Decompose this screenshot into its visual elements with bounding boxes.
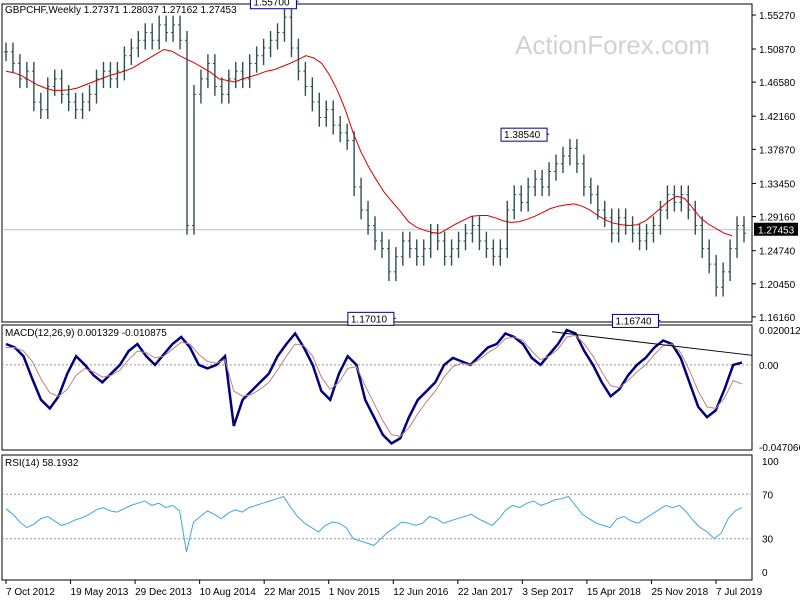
macd-line: [5, 328, 743, 445]
price-annotation-label: 1.16740: [615, 316, 652, 327]
panel-border: [1, 454, 753, 581]
price-axis-label: 1.20450: [759, 280, 796, 291]
macd-axis-label: 0.00: [759, 361, 779, 372]
macd-panel-title: MACD(12,26,9) 0.001329 -0.010875: [5, 328, 167, 339]
time-axis-label: 22 Jan 2017: [458, 587, 513, 598]
macd-layer: [2, 328, 753, 445]
rsi-line: [5, 495, 743, 553]
rsi-axis-label: 70: [762, 490, 774, 501]
moving-average-line: [5, 48, 733, 237]
price-axis-label: 1.16160: [759, 313, 796, 324]
price-axis-label: 1.46580: [759, 78, 796, 89]
time-axis-label: 25 Nov 2018: [651, 587, 708, 598]
rsi-panel-title: RSI(14) 58.1932: [5, 458, 79, 469]
price-annotation-label: 1.38540: [504, 130, 541, 141]
time-axis-label: 10 Aug 2014: [200, 587, 257, 598]
time-axis-label: 29 Dec 2013: [135, 587, 192, 598]
axis-layer: 1.55270 1.50870 1.46580 1.42160 1.37870 1.334…: [5, 11, 800, 598]
signal-line: [6, 334, 743, 437]
price-axis-label: 1.50870: [759, 45, 796, 56]
last-price-tag: [754, 222, 798, 236]
time-axis-label: 19 May 2013: [71, 587, 129, 598]
macd-trendline: [551, 331, 753, 356]
price-axis-label: 1.33450: [759, 179, 796, 190]
rsi-axis-label: 100: [762, 457, 779, 468]
time-axis-label: 22 Mar 2015: [264, 587, 321, 598]
watermark: ActionForex.com: [515, 30, 710, 60]
rsi-axis-label: 0: [762, 568, 768, 579]
macd-axis-label: -0.047066: [759, 443, 800, 454]
price-panel-title: GBPCHF,Weekly 1.27371 1.28037 1.27162 1.…: [5, 5, 237, 16]
last-price-label: 1.27453: [758, 226, 795, 237]
price-axis-label: 1.24740: [759, 247, 796, 258]
time-axis-label: 7 Oct 2012: [6, 587, 55, 598]
rsi-axis-label: 30: [762, 535, 774, 546]
time-axis-label: 3 Sep 2017: [522, 587, 574, 598]
time-axis-label: 1 Nov 2015: [329, 587, 381, 598]
time-axis-label: 15 Apr 2018: [587, 587, 641, 598]
price-layer: 1.55700 1.38540 1.17010 1.16740: [2, 0, 752, 328]
panel-border: [1, 324, 753, 451]
price-axis-label: 1.37870: [759, 145, 796, 156]
macd-axis-label: 0.020012: [759, 326, 800, 337]
rsi-layer: [2, 493, 752, 553]
price-annotation-label: 1.55700: [253, 0, 290, 9]
chart-frame: [1, 3, 753, 581]
time-axis-label: 12 Jun 2016: [393, 587, 448, 598]
price-axis-label: 1.55270: [759, 11, 796, 22]
price-axis-label: 1.42160: [759, 112, 796, 123]
time-axis-label: 7 Jul 2019: [716, 587, 763, 598]
price-annotation-label: 1.17010: [351, 314, 388, 325]
price-axis-label: 1.29160: [759, 213, 796, 224]
